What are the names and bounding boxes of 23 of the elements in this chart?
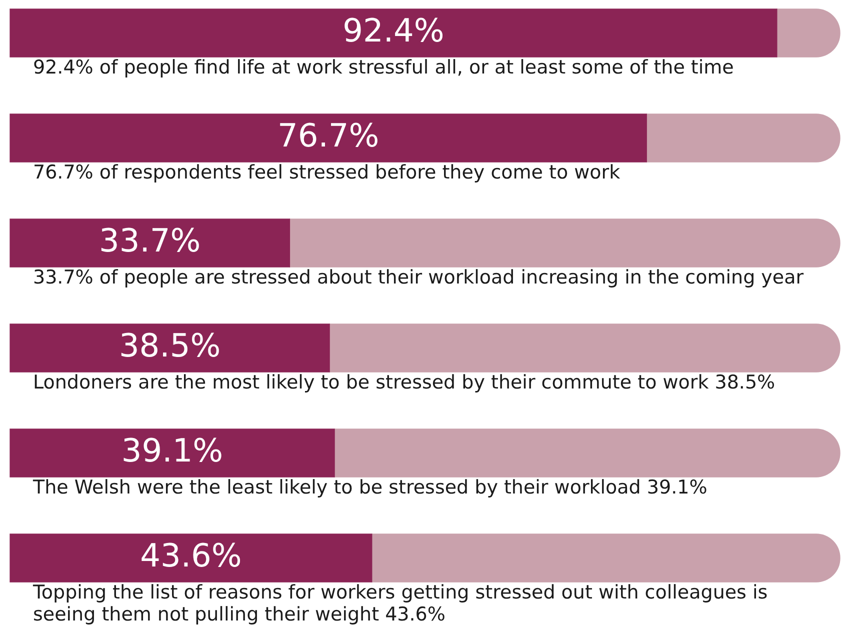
- bar: [289, 218, 840, 268]
- data-label: 33.7%: [99, 221, 201, 260]
- data-label: 38.5%: [118, 326, 221, 364]
- bar: [10, 534, 372, 582]
- y-tick-label: 76.7% of respondents feel stressed before they come to work: [33, 161, 620, 184]
- bar: [334, 428, 840, 478]
- y-tick-label: Topping the list of reasons for workers getting stressed out with colleagues is seeing them not pulling their weight 43.6%: [32, 581, 768, 626]
- data-label: 39.1%: [121, 431, 224, 470]
- y-tick-label: The Welsh were the least likely to be stressed by their workload 39.1%: [32, 476, 708, 498]
- bar: [10, 218, 290, 268]
- bar: [10, 324, 330, 372]
- bar: [10, 8, 778, 58]
- data-label: 92.4%: [342, 11, 444, 50]
- bar: [10, 428, 335, 478]
- bar: [646, 114, 840, 162]
- y-tick-label: 33.7% of people are stressed about their workload increasing in the coming year: [33, 266, 804, 288]
- data-label: 76.7%: [277, 116, 380, 154]
- bar: [10, 114, 647, 162]
- y-tick-label: Londoners are the most likely to be stressed by their commute to work 38.5%: [33, 371, 776, 394]
- bar: [329, 324, 840, 372]
- data-label: 43.6%: [140, 536, 242, 574]
- y-tick-label: 92.4% of people find life at work stressful all, or at least some of the time: [33, 56, 734, 78]
- bar: [372, 534, 840, 582]
